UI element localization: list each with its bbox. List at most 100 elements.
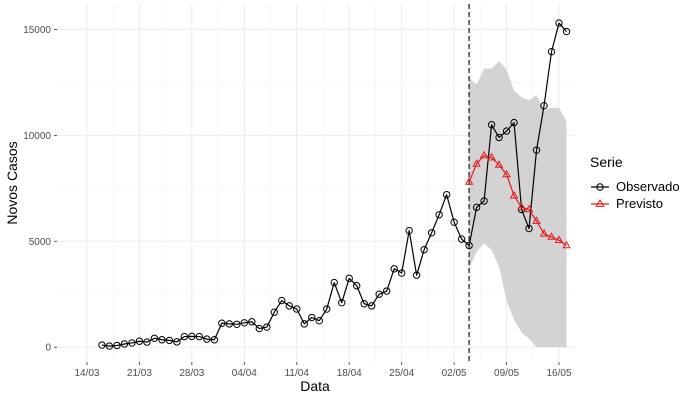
data-point-previsto <box>487 152 496 161</box>
data-point-observado <box>405 226 413 235</box>
y-tick-label: 10000 <box>23 131 51 142</box>
data-point-observado <box>120 340 129 348</box>
data-point-observado <box>532 146 541 154</box>
data-point-observado <box>442 190 451 199</box>
data-point-observado <box>263 323 271 331</box>
x-tick-label: 09/05 <box>494 368 519 379</box>
data-point-observado <box>203 335 211 343</box>
data-point-observado <box>412 271 421 279</box>
data-point-observado <box>367 302 376 310</box>
data-point-observado <box>195 332 204 341</box>
data-point-previsto <box>554 235 564 243</box>
legend-item-observado: Observado <box>591 179 680 194</box>
data-point-observado <box>330 278 338 287</box>
data-point-observado <box>240 319 249 327</box>
data-point-observado <box>128 339 136 347</box>
y-tick-label: 15000 <box>23 25 51 36</box>
data-point-observado <box>210 336 219 344</box>
data-point-observado <box>547 47 556 56</box>
data-point-previsto <box>517 202 526 211</box>
data-point-observado <box>315 316 323 325</box>
x-axis-title: Data <box>300 378 330 394</box>
data-point-observado <box>165 336 174 345</box>
data-point-observado <box>427 229 436 237</box>
data-point-observado <box>487 121 496 129</box>
y-axis-ticks: 0 5000 10000 15000 <box>23 25 57 354</box>
data-point-observado <box>158 336 166 344</box>
data-point-observado <box>510 118 518 127</box>
data-point-observado <box>293 305 301 313</box>
data-point-observado <box>143 338 151 346</box>
data-point-observado <box>382 287 391 295</box>
data-point-observado <box>188 332 196 341</box>
data-point-observado <box>233 320 241 328</box>
prediction-interval-area <box>469 61 567 348</box>
legend-key-marker-observado <box>596 183 604 191</box>
data-point-observado <box>255 324 264 333</box>
data-point-previsto <box>494 160 504 168</box>
legend-label-observado: Observado <box>616 179 680 194</box>
legend-title: Serie <box>590 154 623 170</box>
data-point-observado <box>105 342 114 350</box>
x-tick-label: 25/04 <box>389 368 414 379</box>
x-tick-label: 21/03 <box>127 368 152 379</box>
legend-item-previsto: Previsto <box>591 196 663 211</box>
data-point-observado <box>270 308 278 316</box>
data-point-observado <box>98 341 106 349</box>
data-point-observado <box>502 127 511 135</box>
data-point-observado <box>480 197 488 205</box>
data-point-observado <box>173 338 181 346</box>
data-point-observado <box>457 235 466 243</box>
data-point-previsto <box>509 190 519 199</box>
data-point-previsto <box>524 204 534 213</box>
data-point-previsto <box>562 240 571 249</box>
data-point-observado <box>472 203 481 212</box>
data-point-observado <box>278 296 286 305</box>
data-point-observado <box>450 218 458 226</box>
x-tick-label: 16/05 <box>546 368 571 379</box>
data-point-previsto <box>472 159 481 167</box>
data-point-observado <box>562 27 571 36</box>
data-point-observado <box>495 133 503 142</box>
y-tick-label: 5000 <box>29 237 52 248</box>
data-point-observado <box>113 341 121 350</box>
y-axis-title: Novos Casos <box>4 141 20 224</box>
series-line-previsto <box>468 154 567 246</box>
data-point-previsto <box>547 232 556 240</box>
data-point-observado <box>248 318 256 326</box>
data-point-previsto <box>539 229 549 237</box>
prediction-interval-band <box>469 61 567 348</box>
y-tick-label: 0 <box>45 343 51 354</box>
data-point-observado <box>338 298 346 307</box>
data-point-observado <box>420 246 428 254</box>
data-point-observado <box>465 241 473 250</box>
data-point-observado <box>308 313 316 322</box>
data-point-observado <box>135 337 144 345</box>
legend-label-previsto: Previsto <box>616 196 663 211</box>
data-point-observado <box>397 269 406 277</box>
x-axis-ticks: 14/03 21/03 28/03 04/04 11/04 18/04 25/04 02/05… <box>74 362 572 379</box>
data-point-observado <box>525 224 533 233</box>
x-tick-label: 04/04 <box>232 368 257 379</box>
x-tick-label: 18/04 <box>337 368 362 379</box>
data-point-observado <box>435 211 443 219</box>
x-tick-label: 28/03 <box>179 368 204 379</box>
data-point-observado <box>150 334 159 342</box>
data-point-observado <box>218 319 226 327</box>
data-point-previsto <box>502 169 511 178</box>
data-point-observado <box>180 332 189 341</box>
legend: Serie Observado Previsto <box>590 154 680 211</box>
data-point-observado <box>225 320 234 328</box>
x-tick-label: 14/03 <box>74 368 99 379</box>
x-tick-label: 11/04 <box>285 368 310 379</box>
x-tick-label: 02/05 <box>442 368 467 379</box>
data-point-observado <box>360 300 368 308</box>
series-markers <box>98 19 571 350</box>
data-point-observado <box>285 302 293 310</box>
data-point-observado <box>390 265 398 273</box>
data-point-observado <box>540 101 548 110</box>
data-point-previsto <box>464 177 474 185</box>
data-point-observado <box>323 305 331 313</box>
